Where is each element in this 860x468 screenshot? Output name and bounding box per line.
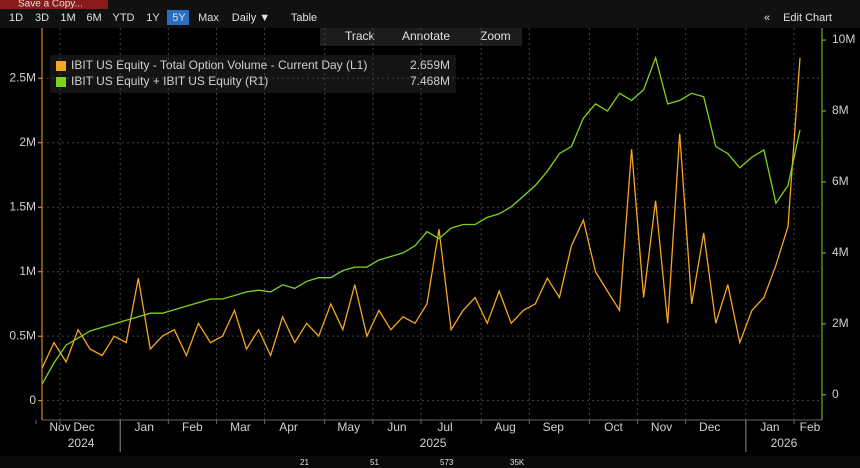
x-tick-label: Feb [182, 420, 203, 434]
x-tick-label: Jan [760, 420, 779, 434]
footer-stat: 21 [300, 458, 309, 467]
save-button[interactable] [0, 0, 108, 9]
range-button[interactable]: Max [198, 12, 219, 24]
y2-tick-label: 0 [832, 387, 839, 401]
y2-tick-label: 6M [832, 174, 849, 188]
collapse-icon[interactable]: « [764, 12, 770, 24]
series-line [41, 55, 801, 385]
legend-swatch [56, 77, 66, 87]
legend [50, 55, 456, 93]
range-button[interactable]: 1D [9, 12, 23, 24]
legend-swatch [56, 61, 66, 71]
y-tick-label: 1M [19, 264, 36, 278]
range-button[interactable]: 1M [60, 12, 75, 24]
range-button[interactable]: 1Y [146, 12, 160, 24]
year-label: 2026 [771, 436, 798, 450]
range-active[interactable] [167, 10, 189, 25]
x-tick-label: Oct [604, 420, 623, 434]
x-tick-label: Feb [800, 420, 821, 434]
legend-value: 7.468M [410, 74, 450, 88]
x-tick-label: Dec [699, 420, 720, 434]
footer [0, 456, 860, 468]
x-tick-label: Jul [437, 420, 452, 434]
x-tick-label: May [337, 420, 360, 434]
year-label: 2025 [420, 436, 447, 450]
series-line [41, 57, 801, 369]
range-button[interactable]: YTD [113, 12, 135, 24]
save-label[interactable]: Save a Copy... [18, 0, 83, 10]
footer-stat: 51 [370, 458, 379, 467]
range-button[interactable]: 5Y [172, 12, 186, 24]
x-tick-label: Aug [494, 420, 515, 434]
y-tick-label: 2.5M [9, 70, 36, 84]
y2-tick-label: 8M [832, 103, 849, 117]
chart-tool[interactable]: Track [345, 29, 376, 43]
x-tick-label: Sep [543, 420, 565, 434]
y2-tick-label: 2M [832, 316, 849, 330]
range-button[interactable]: 3D [35, 12, 49, 24]
y-tick-label: 0 [29, 393, 36, 407]
toolbar [0, 0, 860, 28]
y2-tick-label: 10M [832, 32, 855, 46]
edit-chart[interactable]: Edit Chart [783, 12, 832, 24]
x-tick-label: Nov [651, 420, 672, 434]
year-label: 2024 [68, 436, 95, 450]
chart-tools [320, 28, 522, 46]
legend-label: IBIT US Equity + IBIT US Equity (R1) [71, 74, 268, 88]
frequency[interactable]: Daily ▼ [232, 12, 270, 24]
range-button[interactable]: 6M [86, 12, 101, 24]
x-tick-label: Mar [230, 420, 251, 434]
y-tick-label: 1.5M [9, 199, 36, 213]
chart-tool[interactable]: Zoom [480, 29, 511, 43]
footer-stat: 35K [510, 458, 525, 467]
x-tick-label: Nov [49, 420, 70, 434]
x-tick-label: Jun [387, 420, 406, 434]
table-button[interactable]: Table [291, 12, 317, 24]
x-tick-label: Jan [135, 420, 154, 434]
footer-stat: 573 [440, 458, 454, 467]
legend-label: IBIT US Equity - Total Option Volume - C… [71, 58, 367, 72]
y-tick-label: 2M [19, 135, 36, 149]
legend-value: 2.659M [410, 58, 450, 72]
x-tick-label: Dec [73, 420, 94, 434]
y-tick-label: 0.5M [9, 328, 36, 342]
x-tick-label: Apr [279, 420, 298, 434]
y2-tick-label: 4M [832, 245, 849, 259]
chart-tool[interactable]: Annotate [402, 29, 450, 43]
